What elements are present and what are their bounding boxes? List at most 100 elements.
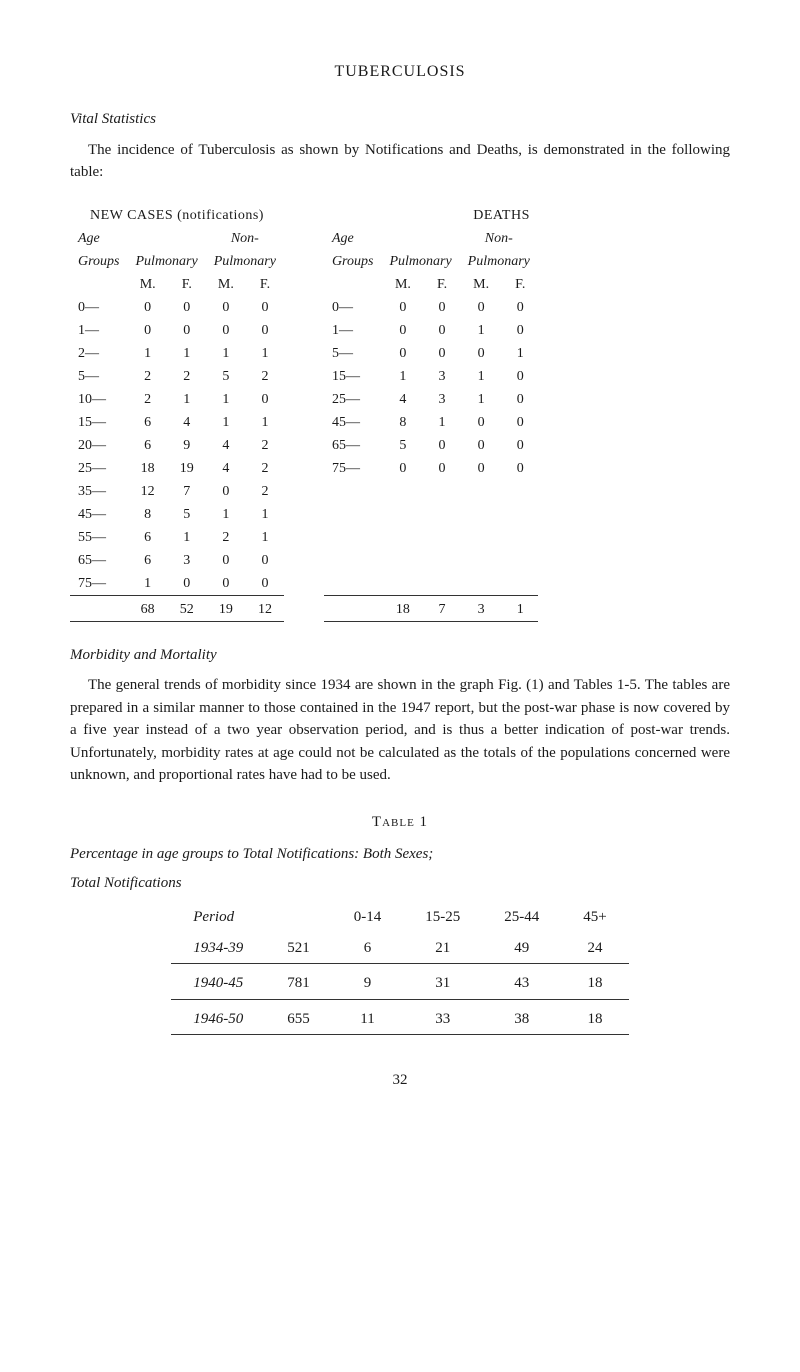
- cell: 1: [246, 526, 284, 549]
- table1-subcaption: Total Notifications: [70, 872, 730, 895]
- col-3: 45+: [561, 902, 628, 933]
- table1-title: Table 1: [70, 811, 730, 834]
- cell: 18: [561, 968, 628, 999]
- cell: 0: [381, 319, 424, 342]
- cell: 1: [424, 411, 459, 434]
- cell: 45—: [70, 503, 128, 526]
- cell: 25—: [324, 388, 382, 411]
- cell: 2: [128, 388, 168, 411]
- nc-total-npf: 12: [246, 598, 284, 622]
- table-row: 1934-395216214924: [171, 933, 628, 964]
- pulmonary-label-2: Pulmonary: [460, 250, 538, 273]
- table-row: 65—5000: [324, 434, 538, 457]
- cell: 5: [168, 503, 206, 526]
- table-row: 20—6942: [70, 434, 284, 457]
- cell: 1: [381, 365, 424, 388]
- table-row: 75—0000: [324, 457, 538, 480]
- cell: 0: [206, 296, 246, 319]
- deaths-heading: DEATHS: [381, 204, 537, 227]
- cell: 5—: [324, 342, 382, 365]
- col-m: M.: [128, 273, 168, 296]
- col-m: M.: [381, 273, 424, 296]
- cell: 4: [206, 457, 246, 480]
- col-f: F.: [168, 273, 206, 296]
- cell: 1—: [70, 319, 128, 342]
- cell: 75—: [324, 457, 382, 480]
- cell: 4: [381, 388, 424, 411]
- nc-total-pm: 68: [128, 598, 168, 622]
- cell: 0: [128, 319, 168, 342]
- cell: 0: [206, 549, 246, 572]
- cell: 0: [460, 342, 503, 365]
- cell: 49: [482, 933, 561, 964]
- table-row: 35—12702: [70, 480, 284, 503]
- non-label: Non-: [206, 227, 284, 250]
- table-row: 1946-5065511333818: [171, 1004, 628, 1035]
- cell: 521: [265, 933, 332, 964]
- cell: 3: [168, 549, 206, 572]
- cell: 9: [168, 434, 206, 457]
- cell: 4: [168, 411, 206, 434]
- cell: 0: [460, 411, 503, 434]
- col-f: F.: [503, 273, 538, 296]
- cell: 0: [460, 434, 503, 457]
- cell: 0: [503, 319, 538, 342]
- cell: 0: [460, 296, 503, 319]
- deaths-table: DEATHS Age Non- Groups Pulmonary Pulmona…: [324, 204, 538, 624]
- cell: 1: [206, 388, 246, 411]
- cell: 21: [403, 933, 482, 964]
- col-0: 0-14: [332, 902, 404, 933]
- cell: 0: [424, 457, 459, 480]
- cell: 1: [246, 503, 284, 526]
- cell: 15—: [70, 411, 128, 434]
- cell: 0: [424, 434, 459, 457]
- d-total-npf: 1: [503, 598, 538, 622]
- cell: 781: [265, 968, 332, 999]
- cell: 0: [246, 549, 284, 572]
- table-row: 5—0001: [324, 342, 538, 365]
- morbidity-heading: Morbidity and Mortality: [70, 644, 730, 667]
- cell: 6: [128, 434, 168, 457]
- table-row: 0—0000: [70, 296, 284, 319]
- cell: 1934-39: [171, 933, 265, 964]
- cell: 3: [424, 388, 459, 411]
- cell: 6: [128, 411, 168, 434]
- cell: 1—: [324, 319, 382, 342]
- table-row: 75—1000: [70, 572, 284, 596]
- table1-caption: Percentage in age groups to Total Notifi…: [70, 843, 730, 866]
- cell: 1: [246, 342, 284, 365]
- table-row: 45—8100: [324, 411, 538, 434]
- cell: 1946-50: [171, 1004, 265, 1035]
- cell: 2—: [70, 342, 128, 365]
- cell: 65—: [70, 549, 128, 572]
- cell: 0: [381, 342, 424, 365]
- table1: Period 0-14 15-25 25-44 45+ 1934-3952162…: [171, 902, 628, 1039]
- cell: 0: [424, 342, 459, 365]
- page-number: 32: [70, 1069, 730, 1092]
- table-row: 45—8511: [70, 503, 284, 526]
- cell: 1: [206, 503, 246, 526]
- cell: 11: [332, 1004, 404, 1035]
- cell: 10—: [70, 388, 128, 411]
- table-row: 1—0000: [70, 319, 284, 342]
- table-row: 10—2110: [70, 388, 284, 411]
- cell: 0: [503, 296, 538, 319]
- col-f: F.: [246, 273, 284, 296]
- nc-total-npm: 19: [206, 598, 246, 622]
- cell: 3: [424, 365, 459, 388]
- table-row: 25—4310: [324, 388, 538, 411]
- cell: 0—: [70, 296, 128, 319]
- cell: 0: [424, 296, 459, 319]
- cell: 65—: [324, 434, 382, 457]
- table-row: 0—0000: [324, 296, 538, 319]
- cell: 0: [168, 319, 206, 342]
- cell: 6: [128, 526, 168, 549]
- cell: 2: [246, 434, 284, 457]
- cell: 0: [381, 457, 424, 480]
- nc-total-pf: 52: [168, 598, 206, 622]
- table-row: 25—181942: [70, 457, 284, 480]
- cell: 0: [206, 480, 246, 503]
- cell: 0: [503, 457, 538, 480]
- table-row: 55—6121: [70, 526, 284, 549]
- table-row: 5—2252: [70, 365, 284, 388]
